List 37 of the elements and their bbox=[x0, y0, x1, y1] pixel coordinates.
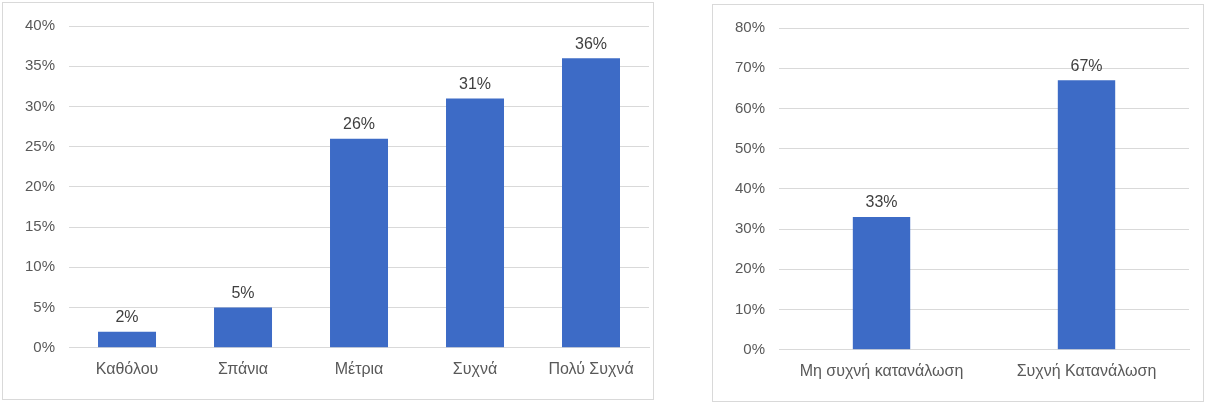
bar bbox=[446, 98, 505, 348]
x-tick-label: Συχνή Κατανάλωση bbox=[1016, 361, 1157, 379]
x-tick-label: Πολύ Συχνά bbox=[548, 359, 634, 377]
data-label: 33% bbox=[865, 193, 898, 211]
y-tick-label: 20% bbox=[24, 177, 56, 195]
data-label: 36% bbox=[574, 34, 608, 52]
y-tick-label: 15% bbox=[24, 217, 56, 235]
y-tick-label: 30% bbox=[24, 96, 56, 114]
y-tick-label: 40% bbox=[734, 179, 766, 197]
y-tick-label: 35% bbox=[24, 56, 56, 74]
y-tick-label: 20% bbox=[734, 259, 766, 277]
bar bbox=[98, 331, 157, 348]
y-tick-label: 10% bbox=[734, 299, 766, 317]
x-tick-label: Καθόλου bbox=[95, 359, 159, 377]
data-label: 26% bbox=[343, 115, 376, 133]
y-tick-label: 60% bbox=[734, 98, 766, 116]
bar bbox=[330, 138, 389, 348]
x-tick-label: Μη συχνή κατανάλωση bbox=[799, 361, 964, 379]
y-tick-label: 50% bbox=[734, 138, 766, 156]
y-tick-label: 5% bbox=[33, 297, 56, 315]
x-tick-label: Συχνά bbox=[452, 359, 498, 377]
data-label: 67% bbox=[1070, 56, 1103, 74]
data-label: 31% bbox=[458, 74, 492, 92]
y-tick-label: 0% bbox=[33, 337, 56, 355]
y-tick-label: 70% bbox=[734, 58, 766, 76]
y-tick-label: 0% bbox=[743, 339, 766, 357]
data-label: 5% bbox=[231, 283, 255, 301]
x-tick-label: Μέτρια bbox=[334, 359, 384, 377]
y-tick-label: 25% bbox=[24, 136, 56, 154]
y-tick-label: 40% bbox=[24, 16, 56, 34]
data-label: 2% bbox=[115, 308, 139, 326]
x-tick-label: Σπάνια bbox=[218, 359, 269, 377]
bar bbox=[562, 58, 620, 348]
y-tick-label: 30% bbox=[734, 219, 766, 237]
bar bbox=[214, 307, 273, 348]
y-tick-label: 10% bbox=[24, 257, 56, 275]
y-tick-label: 80% bbox=[734, 18, 766, 36]
